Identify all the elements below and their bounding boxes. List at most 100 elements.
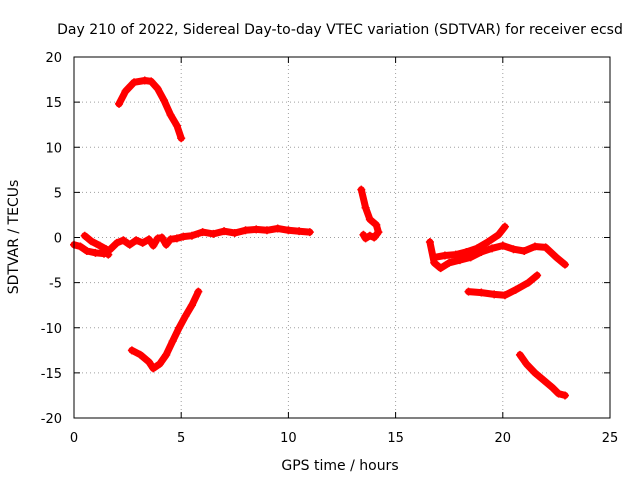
data-point-marker	[370, 233, 379, 242]
data-point-marker	[112, 238, 121, 247]
x-tick-label: 5	[177, 431, 185, 446]
data-point-marker	[121, 87, 130, 96]
data-point-marker	[172, 234, 181, 243]
data-point-marker	[160, 96, 169, 105]
data-point-marker	[153, 84, 162, 93]
data-point-marker	[498, 241, 507, 250]
data-point-marker	[273, 224, 282, 233]
data-point-marker	[359, 230, 368, 239]
grid-lines	[74, 57, 610, 418]
series-arc-1	[70, 224, 314, 258]
data-point-marker	[76, 242, 85, 251]
data-point-marker	[520, 247, 529, 256]
data-point-marker	[262, 226, 271, 235]
y-tick-label: -15	[41, 367, 62, 382]
data-point-marker	[198, 228, 207, 237]
data-point-marker	[524, 278, 533, 287]
data-point-marker	[162, 350, 171, 359]
data-point-marker	[181, 312, 190, 321]
data-point-marker	[166, 235, 175, 244]
data-point-marker	[132, 236, 141, 245]
x-tick-label: 20	[495, 431, 512, 446]
data-point-marker	[80, 231, 89, 240]
data-point-marker	[157, 233, 166, 242]
data-point-marker	[284, 226, 293, 235]
data-point-marker	[554, 389, 563, 398]
data-point-marker	[522, 359, 531, 368]
data-point-marker	[162, 240, 171, 249]
data-point-marker	[187, 301, 196, 310]
data-point-marker	[153, 234, 162, 243]
data-point-marker	[125, 240, 134, 249]
data-point-marker	[149, 241, 158, 250]
y-tick-label: 0	[54, 232, 62, 247]
data-point-marker	[82, 247, 91, 256]
data-point-marker	[230, 228, 239, 237]
data-point-marker	[560, 391, 569, 400]
data-point-marker	[494, 230, 503, 239]
series-arc-4	[127, 287, 203, 373]
y-tick-label: 20	[45, 51, 62, 66]
data-point-marker	[155, 359, 164, 368]
data-point-marker	[166, 110, 175, 119]
data-point-marker	[140, 76, 149, 85]
data-point-marker	[295, 227, 304, 236]
data-point-marker	[464, 287, 473, 296]
series-arc-8	[464, 271, 542, 300]
data-point-marker	[130, 78, 139, 87]
data-point-marker	[138, 238, 147, 247]
data-point-marker	[145, 235, 154, 244]
data-point-marker	[115, 99, 124, 108]
data-point-marker	[473, 244, 482, 253]
data-point-marker	[455, 256, 464, 265]
data-point-marker	[194, 287, 203, 296]
data-point-marker	[104, 250, 113, 259]
data-point-marker	[539, 376, 548, 385]
data-point-marker	[95, 241, 104, 250]
series-arc-5	[357, 185, 383, 243]
y-tick-label: 15	[45, 96, 62, 111]
data-point-marker	[374, 228, 383, 237]
data-point-marker	[488, 244, 497, 253]
data-series	[70, 76, 569, 400]
data-point-marker	[462, 247, 471, 256]
data-point-marker	[552, 253, 561, 262]
x-tick-label: 15	[387, 431, 404, 446]
data-point-marker	[177, 134, 186, 143]
data-point-marker	[440, 251, 449, 260]
x-tick-label: 25	[602, 431, 619, 446]
data-point-marker	[483, 238, 492, 247]
data-point-marker	[172, 121, 181, 130]
data-point-marker	[175, 323, 184, 332]
data-point-marker	[533, 271, 542, 280]
series-arc-6	[425, 238, 569, 273]
data-point-marker	[179, 232, 188, 241]
data-point-marker	[252, 225, 261, 234]
data-point-marker	[91, 248, 100, 257]
data-point-marker	[509, 245, 518, 254]
series-arc-7	[430, 222, 509, 262]
data-point-marker	[365, 231, 374, 240]
series-arc-2	[80, 231, 113, 259]
data-point-marker	[548, 383, 557, 392]
data-point-marker	[149, 364, 158, 373]
data-point-marker	[357, 185, 366, 194]
y-tick-label: -20	[41, 412, 62, 427]
data-point-marker	[500, 291, 509, 300]
data-point-marker	[445, 258, 454, 267]
data-point-marker	[451, 250, 460, 259]
axis-ticks: 0 5 10 15 20 25 -20 -15 -10 -5 0 5 10 15 20	[41, 51, 619, 446]
data-point-marker	[168, 337, 177, 346]
y-tick-label: -10	[41, 322, 62, 337]
x-tick-label: 10	[280, 431, 297, 446]
data-point-marker	[365, 215, 374, 224]
data-point-marker	[500, 222, 509, 231]
data-point-marker	[430, 253, 439, 262]
data-point-marker	[361, 203, 370, 212]
x-axis-label: GPS time / hours	[281, 458, 398, 474]
chart-title: Day 210 of 2022, Sidereal Day-to-day VTE…	[57, 22, 623, 38]
data-point-marker	[466, 253, 475, 262]
series-arc-9	[515, 350, 569, 400]
data-point-marker	[515, 350, 524, 359]
